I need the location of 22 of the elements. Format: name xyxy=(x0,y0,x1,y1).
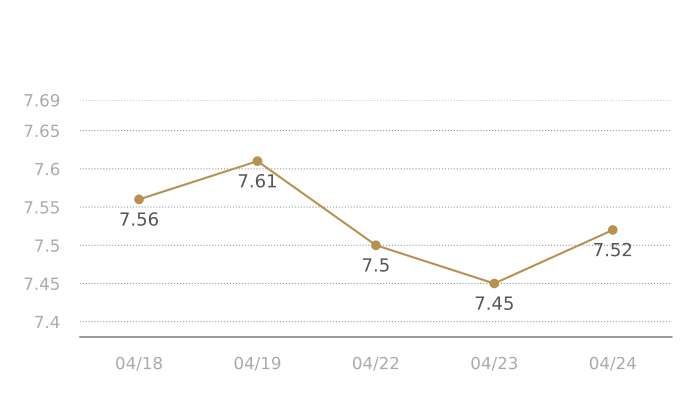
x-tick-label: 04/19 xyxy=(234,356,280,371)
x-tick-label: 04/18 xyxy=(116,356,162,371)
x-tick-label: 04/23 xyxy=(471,356,518,371)
y-tick-label: 7.4 xyxy=(35,316,60,328)
y-tick-label: 7.55 xyxy=(24,201,59,214)
point xyxy=(608,225,618,235)
data-label: 7.52 xyxy=(594,242,632,256)
x-tick-label: 04/22 xyxy=(352,356,398,371)
y-tick-label: 7.6 xyxy=(35,162,60,176)
point xyxy=(134,194,144,204)
y-tick-label: 7.45 xyxy=(24,278,59,290)
x-tick-label: 04/24 xyxy=(590,356,636,371)
y-tick-label: 7.65 xyxy=(24,124,59,138)
data-label: 7.56 xyxy=(120,212,158,226)
y-tick-label: 7.69 xyxy=(24,94,60,107)
data-label: 7.61 xyxy=(238,174,276,188)
point xyxy=(371,240,381,250)
data-label: 7.45 xyxy=(476,296,513,310)
point xyxy=(252,156,262,166)
data-label: 7.5 xyxy=(363,258,389,272)
point xyxy=(489,278,500,288)
y-tick-label: 7.5 xyxy=(35,239,59,252)
